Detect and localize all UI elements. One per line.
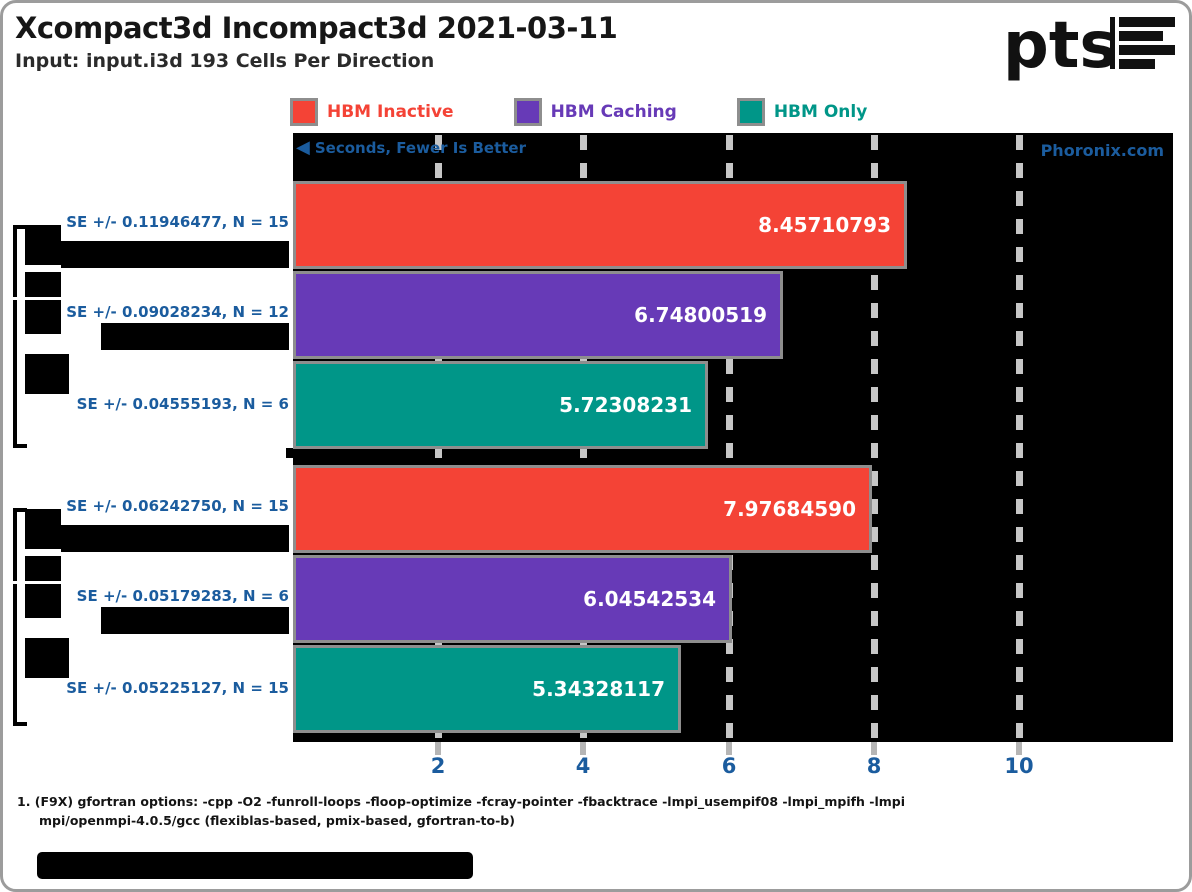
standard-error-label: SE +/- 0.06242750, N = 15 bbox=[66, 497, 289, 515]
result-bar: 6.04542534 bbox=[293, 555, 732, 643]
axis-tick-label: 4 bbox=[575, 754, 591, 778]
page-title: Xcompact3d Incompact3d 2021-03-11 bbox=[15, 11, 618, 45]
plot-area: ◀ Seconds, Fewer Is Better Phoronix.com … bbox=[293, 133, 1173, 742]
standard-error-label: SE +/- 0.11946477, N = 15 bbox=[66, 213, 289, 231]
legend-item: HBM Inactive bbox=[290, 98, 454, 126]
result-label-row: SE +/- 0.09028234, N = 12 bbox=[13, 270, 293, 360]
axis-tick bbox=[871, 742, 877, 755]
group-bracket bbox=[13, 225, 27, 448]
legend-label: HBM Only bbox=[773, 102, 868, 122]
x-axis: 2 4 6 8 10 bbox=[13, 742, 1173, 784]
bar-value-label: 6.74800519 bbox=[634, 303, 767, 327]
axis-tick-label: 8 bbox=[866, 754, 882, 778]
row-separator bbox=[13, 581, 261, 584]
redacted-identifier-block bbox=[25, 225, 61, 265]
result-bar: 6.74800519 bbox=[293, 271, 783, 359]
result-labels-column: SE +/- 0.11946477, N = 15 SE +/- 0.090282… bbox=[13, 133, 293, 742]
result-bar: 8.45710793 bbox=[293, 181, 907, 269]
result-bar: 7.97684590 bbox=[293, 465, 872, 553]
result-label-row: SE +/- 0.05179283, N = 6 bbox=[13, 554, 293, 644]
bar-row: 5.72308231 bbox=[293, 360, 1173, 450]
axis-tick bbox=[726, 742, 732, 755]
axis-tick-label: 6 bbox=[721, 754, 737, 778]
axis-note: ◀ Seconds, Fewer Is Better bbox=[296, 137, 526, 158]
footnotes: 1. (F9X) gfortran options: -cpp -O2 -fun… bbox=[17, 793, 905, 831]
bar-value-label: 5.72308231 bbox=[559, 393, 692, 417]
bar-value-label: 8.45710793 bbox=[758, 213, 891, 237]
bar-row: 6.04542534 bbox=[293, 554, 1173, 644]
axis-tick-label: 2 bbox=[430, 754, 446, 778]
result-label-row: SE +/- 0.06242750, N = 15 bbox=[13, 464, 293, 554]
group-bracket bbox=[13, 508, 27, 726]
axis-tick-label: 10 bbox=[1004, 754, 1034, 778]
standard-error-label: SE +/- 0.05225127, N = 15 bbox=[66, 679, 289, 697]
axis-tick bbox=[1016, 742, 1022, 755]
row-separator bbox=[13, 297, 261, 300]
pts-logo-text: pts bbox=[1003, 9, 1118, 81]
footnote-line2: mpi/openmpi-4.0.5/gcc (flexiblas-based, … bbox=[39, 812, 515, 828]
legend-label: HBM Caching bbox=[550, 102, 677, 122]
left-arrow-icon: ◀ bbox=[296, 137, 310, 158]
axis-tick bbox=[435, 742, 441, 755]
legend-swatch-icon bbox=[513, 98, 542, 126]
gridline bbox=[726, 135, 733, 742]
redacted-identifier-block bbox=[101, 323, 289, 350]
redacted-identifier-block bbox=[61, 241, 289, 268]
chart-area: SE +/- 0.11946477, N = 15 SE +/- 0.090282… bbox=[13, 133, 1173, 742]
bar-row: 7.97684590 bbox=[293, 464, 1173, 554]
result-label-row: SE +/- 0.05225127, N = 15 bbox=[13, 638, 293, 734]
redacted-identifier-block bbox=[25, 272, 61, 334]
chart-subtitle: Input: input.i3d 193 Cells Per Direction bbox=[15, 50, 435, 72]
standard-error-label: SE +/- 0.09028234, N = 12 bbox=[66, 303, 289, 321]
redacted-identifier-block bbox=[101, 607, 289, 634]
redacted-identifier-block bbox=[25, 556, 61, 618]
pts-logo-icon: pts bbox=[1003, 9, 1175, 81]
group-separator-mark bbox=[286, 448, 294, 458]
footnote-line1: 1. (F9X) gfortran options: -cpp -O2 -fun… bbox=[17, 794, 906, 809]
result-label-row: SE +/- 0.11946477, N = 15 bbox=[13, 180, 293, 270]
bar-rows: 8.45710793 6.74800519 5.72308231 7.97684590… bbox=[293, 180, 1173, 734]
result-bar: 5.34328117 bbox=[293, 645, 681, 733]
axis-note-text: Seconds, Fewer Is Better bbox=[314, 139, 526, 157]
legend-label: HBM Inactive bbox=[327, 102, 454, 122]
legend: HBM Inactive HBM Caching HBM Only bbox=[290, 98, 867, 126]
gridline bbox=[871, 135, 878, 742]
gridline bbox=[1016, 135, 1023, 742]
bar-value-label: 6.04542534 bbox=[583, 587, 716, 611]
bar-value-label: 7.97684590 bbox=[723, 497, 856, 521]
redacted-identifier-block bbox=[61, 525, 289, 552]
bar-row: 8.45710793 bbox=[293, 180, 1173, 270]
axis-tick bbox=[580, 742, 586, 755]
bar-row: 5.34328117 bbox=[293, 644, 1173, 734]
watermark: Phoronix.com bbox=[1040, 141, 1164, 160]
legend-swatch-icon bbox=[736, 98, 765, 126]
bar-row: 6.74800519 bbox=[293, 270, 1173, 360]
result-bar: 5.72308231 bbox=[293, 361, 708, 449]
result-label-row: SE +/- 0.04555193, N = 6 bbox=[13, 354, 293, 450]
redaction-bar bbox=[37, 852, 473, 879]
legend-item: HBM Caching bbox=[513, 98, 677, 126]
standard-error-label: SE +/- 0.05179283, N = 6 bbox=[76, 587, 289, 605]
legend-item: HBM Only bbox=[736, 98, 868, 126]
standard-error-label: SE +/- 0.04555193, N = 6 bbox=[76, 395, 289, 413]
redacted-identifier-block bbox=[25, 509, 61, 549]
bar-value-label: 5.34328117 bbox=[532, 677, 665, 701]
legend-swatch-icon bbox=[290, 98, 318, 126]
redacted-identifier-block bbox=[25, 638, 69, 678]
redacted-identifier-block bbox=[25, 354, 69, 394]
